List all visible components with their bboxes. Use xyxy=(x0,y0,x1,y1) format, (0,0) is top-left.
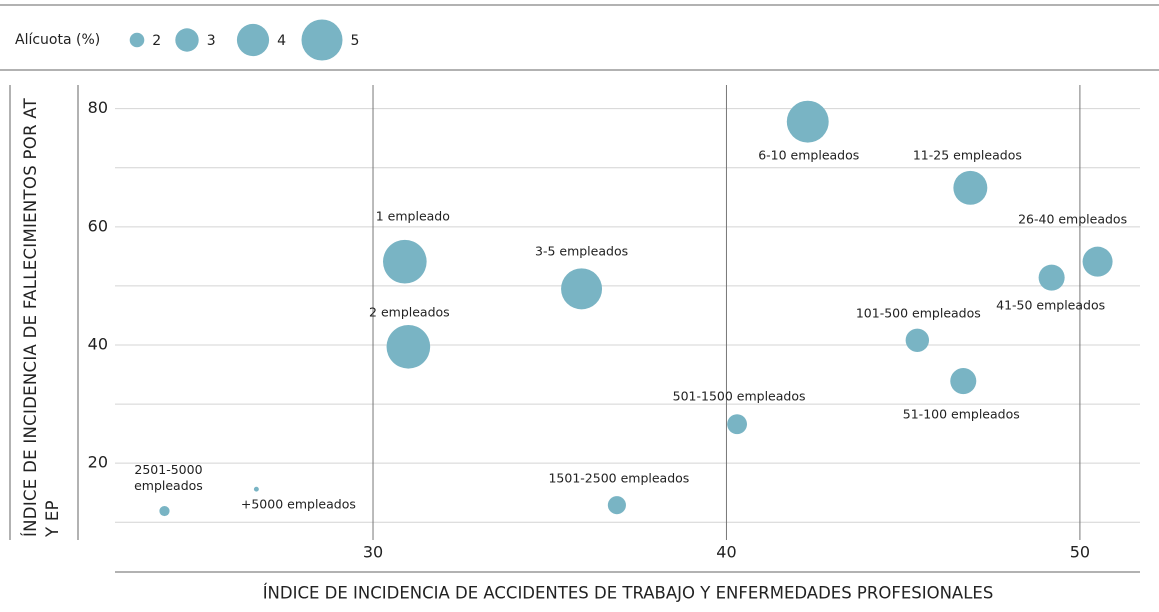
bubble xyxy=(950,368,977,395)
point-label: 3-5 empleados xyxy=(534,243,629,259)
legend-bubble xyxy=(175,28,199,52)
bubble xyxy=(786,100,829,143)
point-label: 6-10 empleados xyxy=(758,147,860,163)
x-axis-title: ÍNDICE DE INCIDENCIA DE ACCIDENTES DE TR… xyxy=(263,584,994,603)
bubble xyxy=(253,486,259,492)
x-tick-label: 40 xyxy=(716,543,736,562)
legend-bubble xyxy=(301,19,343,61)
y-tick-label: 80 xyxy=(88,98,108,117)
y-tick-label: 40 xyxy=(88,335,108,354)
point-label: 1501-2500 empleados xyxy=(548,470,690,486)
bubble xyxy=(386,324,431,369)
legend-label: 4 xyxy=(277,33,286,49)
legend-label: 2 xyxy=(152,33,161,49)
point-label: 26-40 empleados xyxy=(1018,211,1128,227)
legend-bubble xyxy=(236,23,270,57)
bubble xyxy=(953,170,988,205)
point-label: 2501-5000 empleados xyxy=(134,462,203,494)
bubble xyxy=(607,496,626,515)
point-label: 41-50 empleados xyxy=(996,297,1106,313)
bubble xyxy=(727,414,748,435)
legend-bubble xyxy=(129,32,145,48)
legend-title: Alícuota (%) xyxy=(15,32,100,48)
point-label: 501-1500 empleados xyxy=(672,388,806,404)
bubble xyxy=(159,505,170,517)
x-tick-label: 50 xyxy=(1070,543,1090,562)
bubble xyxy=(1038,264,1065,291)
bubble xyxy=(383,239,427,284)
point-label: +5000 empleados xyxy=(240,496,356,512)
y-axis-title: ÍNDICE DE INCIDENCIA DE FALLECIMIENTOS P… xyxy=(21,97,62,537)
legend-label: 5 xyxy=(351,33,360,49)
y-tick-label: 60 xyxy=(88,216,108,235)
point-label: 51-100 empleados xyxy=(902,406,1020,422)
x-tick-label: 30 xyxy=(363,543,383,562)
bubble xyxy=(1082,246,1113,277)
bubble xyxy=(905,328,930,352)
point-label: 2 empleados xyxy=(369,304,450,320)
point-label: 1 empleado xyxy=(375,208,450,224)
bubble xyxy=(561,268,603,310)
point-label: 11-25 empleados xyxy=(912,147,1022,163)
y-tick-label: 20 xyxy=(88,453,108,472)
legend-label: 3 xyxy=(207,33,216,49)
point-label: 101-500 empleados xyxy=(855,305,981,321)
